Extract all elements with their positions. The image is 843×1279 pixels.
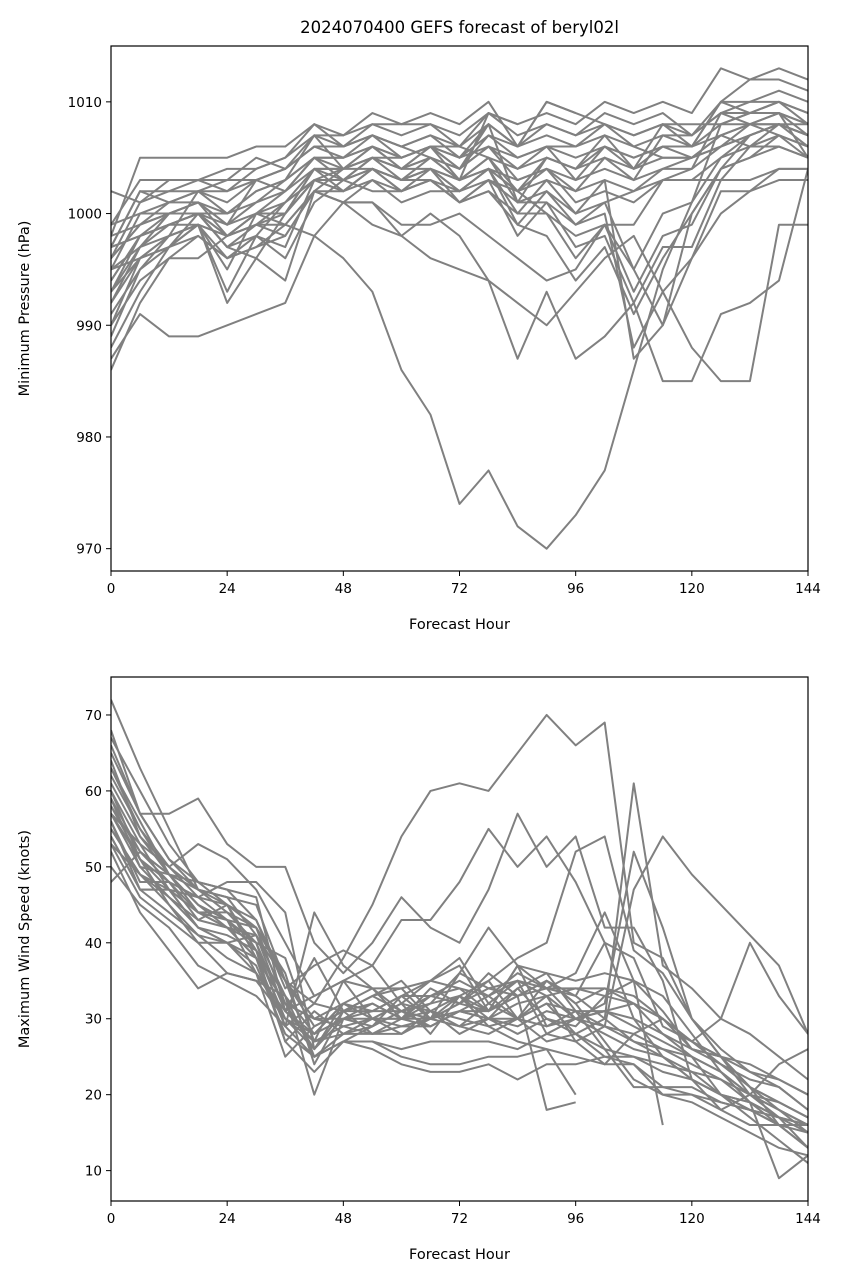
y-tick-label: 970	[76, 542, 102, 558]
series-line-member-29	[111, 112, 518, 259]
x-tick-label: 24	[219, 581, 236, 597]
y-tick-label: 60	[85, 784, 102, 800]
y-tick-label: 30	[85, 1012, 102, 1028]
series-line-member-29	[111, 767, 576, 1111]
pressure-chart: 0 24 48 72 96 120 144 970 980 990 1000 1010 Forecast…	[17, 18, 821, 633]
series-line-member-22	[111, 100, 808, 237]
y-tick-label: 1010	[68, 95, 102, 111]
y-tick-label: 70	[85, 708, 102, 724]
series-lines	[111, 699, 808, 1180]
x-tick-label: 144	[795, 1211, 821, 1227]
y-tick-label: 40	[85, 936, 102, 952]
x-tick-label: 72	[451, 581, 468, 597]
y-tick-label: 50	[85, 860, 102, 876]
x-tick-label: 48	[335, 1211, 352, 1227]
x-tick-label: 48	[335, 581, 352, 597]
x-tick-label: 0	[107, 581, 116, 597]
series-line-member-18	[111, 813, 808, 1134]
x-tick-label: 120	[679, 581, 705, 597]
series-line-member-28	[111, 100, 577, 248]
y-tick-label: 20	[85, 1088, 102, 1104]
series-line-member-27	[111, 123, 808, 271]
x-axis-label: Forecast Hour	[409, 1247, 510, 1263]
y-tick-label: 990	[76, 318, 102, 334]
x-tick-label: 96	[567, 581, 584, 597]
x-tick-label: 0	[107, 1211, 116, 1227]
series-line-member-6	[111, 67, 808, 204]
series-line-member-28	[111, 798, 664, 1126]
x-tick-label: 24	[219, 1211, 236, 1227]
series-line-member-26	[111, 820, 808, 1134]
wind-speed-chart: 0 24 48 72 96 120 144 10 20 30 40 50 60 70 Forecast Ho…	[17, 676, 821, 1263]
y-axis-label: Minimum Pressure (hPa)	[17, 221, 33, 397]
y-tick-label: 10	[85, 1164, 102, 1180]
x-tick-label: 144	[795, 581, 821, 597]
x-tick-label: 72	[451, 1211, 468, 1227]
y-axis-label: Maximum Wind Speed (knots)	[17, 830, 33, 1048]
y-tick-label: 1000	[68, 207, 102, 223]
series-line-member-30	[111, 813, 577, 1096]
x-tick-label: 96	[567, 1211, 584, 1227]
chart-title: 2024070400 GEFS forecast of beryl02l	[300, 18, 619, 37]
x-tick-label: 120	[679, 1211, 705, 1227]
series-line-member-27	[111, 836, 808, 1119]
y-tick-label: 980	[76, 430, 102, 446]
x-axis-label: Forecast Hour	[409, 617, 510, 633]
series-lines	[111, 67, 808, 550]
series-line-member-25	[111, 112, 808, 226]
